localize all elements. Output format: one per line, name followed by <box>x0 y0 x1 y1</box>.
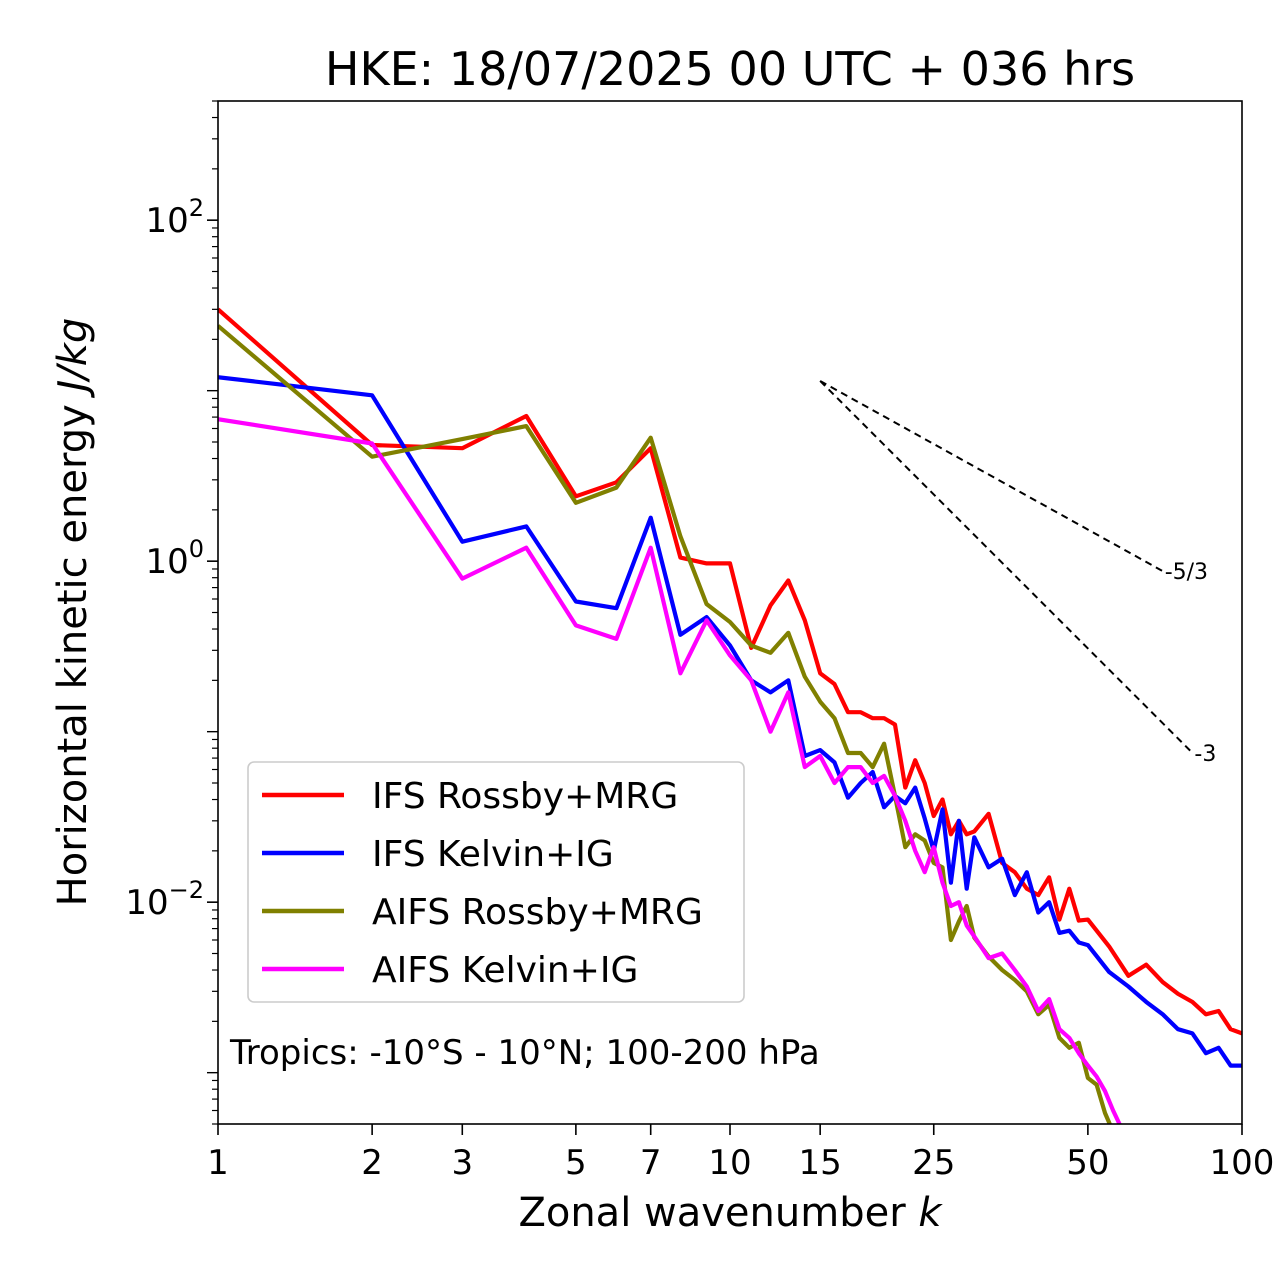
x-tick-label: 7 <box>640 1143 662 1183</box>
series-line <box>218 375 1242 1068</box>
legend: IFS Rossby+MRG IFS Kelvin+IG AIFS Rossby+M… <box>247 761 745 1003</box>
y-tick-label: 100 <box>145 535 204 582</box>
reference-slope-lines <box>819 380 1194 754</box>
series-line <box>218 307 1242 1036</box>
x-axis-label-text: Zonal wavenumber <box>518 1190 906 1236</box>
y-tick-base: 10 <box>145 201 188 241</box>
y-axis-label: Horizontal kinetic energy J/kg <box>50 318 96 907</box>
legend-label: IFS Rossby+MRG <box>372 776 678 817</box>
y-axis-label-text: Horizontal kinetic energy <box>50 404 96 906</box>
series-lines <box>218 307 1242 1124</box>
reference-slope-label: -3 <box>1194 742 1216 767</box>
plot-frame <box>217 100 1243 1125</box>
y-tick-exponent: 0 <box>189 535 204 563</box>
legend-label: IFS Kelvin+IG <box>372 834 614 875</box>
x-tick-label: 5 <box>565 1143 587 1183</box>
y-tick-base: 10 <box>145 542 188 582</box>
y-tick-base: 10 <box>125 883 168 923</box>
y-tick-exponent: 2 <box>189 194 204 222</box>
legend-label: AIFS Rossby+MRG <box>372 892 703 933</box>
x-tick-label: 100 <box>1210 1143 1275 1183</box>
x-axis-label-var: k <box>918 1190 943 1236</box>
chart-title: HKE: 18/07/2025 00 UTC + 036 hrs <box>325 42 1135 96</box>
y-tick-label: 102 <box>145 194 204 241</box>
series-line <box>218 417 1122 1124</box>
x-tick-label: 2 <box>361 1143 383 1183</box>
y-axis-label-unit: J/kg <box>50 318 96 399</box>
x-tick-label: 1 <box>207 1143 229 1183</box>
reference-slope-line <box>819 380 1164 572</box>
x-tick-label: 15 <box>799 1143 842 1183</box>
legend-label: AIFS Kelvin+IG <box>372 950 638 991</box>
x-axis-label: Zonal wavenumber k <box>518 1190 943 1236</box>
region-annotation: Tropics: -10°S - 10°N; 100-200 hPa <box>229 1033 820 1073</box>
x-axis-ticks: 1 2 3 5 7 10 15 25 50 100 <box>207 1124 1274 1183</box>
minor-ticks <box>207 100 218 1125</box>
legend-items: IFS Rossby+MRG IFS Kelvin+IG AIFS Rossby+M… <box>262 776 703 991</box>
y-tick-label: 10−2 <box>125 876 204 923</box>
x-tick-label: 10 <box>708 1143 751 1183</box>
reference-slope-labels: -5/3 -3 <box>1165 560 1217 767</box>
x-tick-label: 3 <box>451 1143 473 1183</box>
y-tick-exponent: −2 <box>169 876 204 904</box>
x-tick-label: 50 <box>1066 1143 1109 1183</box>
legend-box <box>247 761 745 1003</box>
x-tick-label: 25 <box>912 1143 955 1183</box>
reference-slope-label: -5/3 <box>1165 560 1208 585</box>
reference-slope-line <box>819 380 1194 754</box>
